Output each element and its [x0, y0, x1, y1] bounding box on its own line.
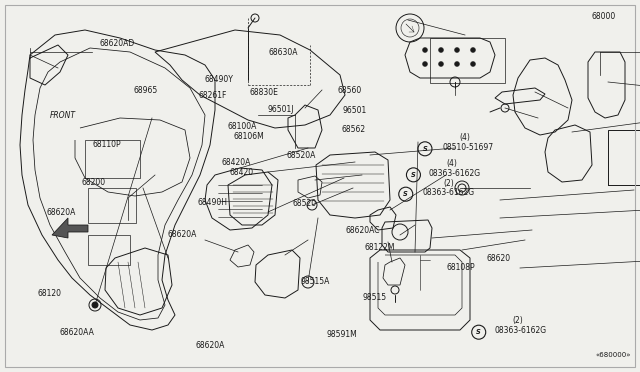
- Text: 68630A: 68630A: [269, 48, 298, 57]
- Text: S: S: [422, 146, 428, 152]
- Text: (2): (2): [443, 179, 454, 187]
- Text: 68620AC: 68620AC: [346, 226, 380, 235]
- Text: 98515: 98515: [363, 293, 387, 302]
- Text: 68520: 68520: [292, 199, 317, 208]
- Text: 68122M: 68122M: [365, 243, 396, 252]
- Text: 68261F: 68261F: [198, 92, 227, 100]
- Text: 98591M: 98591M: [326, 330, 357, 339]
- Text: 68420A: 68420A: [221, 158, 251, 167]
- Circle shape: [406, 168, 420, 182]
- Circle shape: [470, 48, 476, 52]
- Bar: [88, 235, 130, 265]
- Text: 68108P: 68108P: [447, 263, 476, 272]
- Text: 68110P: 68110P: [93, 140, 122, 149]
- Text: 68620AA: 68620AA: [60, 328, 94, 337]
- Bar: [88, 188, 136, 223]
- Text: 08363-6162G: 08363-6162G: [422, 188, 474, 197]
- Text: 98515A: 98515A: [301, 278, 330, 286]
- Circle shape: [472, 325, 486, 339]
- Text: 68100A: 68100A: [227, 122, 257, 131]
- Text: (4): (4): [447, 159, 458, 168]
- Text: 68562: 68562: [341, 125, 365, 134]
- Text: 68420: 68420: [229, 169, 253, 177]
- Circle shape: [454, 61, 460, 67]
- Circle shape: [438, 48, 444, 52]
- Text: 68200: 68200: [82, 178, 106, 187]
- Text: (2): (2): [512, 316, 523, 325]
- Circle shape: [92, 302, 98, 308]
- Text: 68490Y: 68490Y: [205, 76, 234, 84]
- Circle shape: [470, 61, 476, 67]
- Bar: [608, 130, 640, 185]
- Text: 68620A: 68620A: [46, 208, 76, 217]
- Text: 68620: 68620: [486, 254, 511, 263]
- Text: 68830E: 68830E: [250, 88, 278, 97]
- Circle shape: [438, 61, 444, 67]
- Circle shape: [418, 142, 432, 156]
- Text: FRONT: FRONT: [50, 111, 76, 120]
- Polygon shape: [52, 218, 88, 238]
- Text: 68520A: 68520A: [287, 151, 316, 160]
- Text: S: S: [476, 329, 481, 335]
- Text: S: S: [403, 191, 408, 197]
- Text: 96501J: 96501J: [268, 105, 294, 114]
- Bar: [430, 38, 505, 83]
- Text: 08363-6162G: 08363-6162G: [495, 326, 547, 335]
- Text: (4): (4): [460, 133, 470, 142]
- Text: 08510-51697: 08510-51697: [443, 143, 494, 152]
- Circle shape: [399, 187, 413, 201]
- Text: 08363-6162G: 08363-6162G: [429, 169, 481, 178]
- Text: 68620A: 68620A: [168, 230, 197, 239]
- Text: 96501: 96501: [342, 106, 367, 115]
- Circle shape: [422, 61, 428, 67]
- Circle shape: [422, 48, 428, 52]
- Text: S: S: [411, 172, 416, 178]
- Text: 68620AD: 68620AD: [99, 39, 134, 48]
- Text: 68106M: 68106M: [234, 132, 264, 141]
- Bar: [85, 140, 140, 178]
- Text: «680000»: «680000»: [595, 352, 630, 358]
- Text: 68490H: 68490H: [197, 198, 227, 207]
- Text: 68560: 68560: [338, 86, 362, 94]
- Text: 68120: 68120: [37, 289, 61, 298]
- Text: 68000: 68000: [592, 12, 616, 21]
- Text: 68965: 68965: [133, 86, 157, 94]
- Circle shape: [454, 48, 460, 52]
- Text: 68620A: 68620A: [195, 341, 225, 350]
